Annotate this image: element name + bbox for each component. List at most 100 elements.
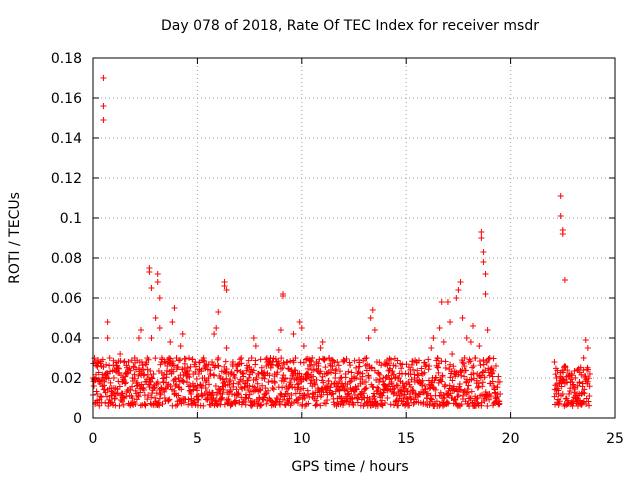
data-point xyxy=(181,365,188,371)
data-point xyxy=(237,356,244,363)
data-point xyxy=(157,361,164,368)
data-point xyxy=(495,379,502,385)
data-point xyxy=(463,335,470,341)
data-point xyxy=(401,391,408,398)
data-point xyxy=(280,293,287,299)
data-point xyxy=(317,402,324,409)
data-point xyxy=(155,399,162,406)
data-point xyxy=(112,391,119,397)
data-point xyxy=(287,358,294,365)
data-point xyxy=(381,382,388,389)
data-point xyxy=(370,384,377,391)
data-point xyxy=(310,373,317,380)
data-point xyxy=(184,373,191,380)
data-point xyxy=(478,372,485,379)
data-point xyxy=(111,395,118,402)
data-point xyxy=(125,359,132,365)
data-point xyxy=(214,402,221,409)
data-point xyxy=(569,372,576,379)
data-point xyxy=(110,375,117,381)
data-point xyxy=(215,309,222,315)
data-point xyxy=(319,339,326,345)
data-point xyxy=(444,299,451,305)
data-point xyxy=(418,370,425,377)
data-point xyxy=(186,355,193,361)
data-point xyxy=(157,391,164,398)
data-point xyxy=(155,380,162,387)
data-point xyxy=(193,375,200,382)
x-tick-label: 0 xyxy=(89,431,98,447)
data-point xyxy=(462,367,469,374)
data-point xyxy=(289,384,296,391)
data-point xyxy=(106,355,113,361)
data-point xyxy=(257,387,264,393)
data-point xyxy=(104,335,111,341)
data-point xyxy=(104,319,111,325)
data-point xyxy=(215,355,222,361)
data-point xyxy=(154,271,161,277)
data-point xyxy=(337,383,344,390)
data-point xyxy=(245,357,252,364)
data-point xyxy=(456,386,463,393)
data-point xyxy=(474,384,481,391)
data-point xyxy=(154,279,161,285)
data-point xyxy=(426,401,433,408)
data-point xyxy=(475,383,482,390)
data-point xyxy=(360,390,367,397)
data-point xyxy=(261,391,268,397)
data-point xyxy=(568,371,575,377)
data-point xyxy=(385,360,392,367)
data-point xyxy=(212,383,219,390)
data-point xyxy=(489,378,496,385)
data-point xyxy=(195,396,202,403)
data-point xyxy=(226,381,233,388)
data-point xyxy=(258,402,265,409)
data-point xyxy=(494,394,501,401)
data-point xyxy=(465,382,472,389)
data-point xyxy=(584,378,591,385)
data-point xyxy=(348,395,355,401)
data-point xyxy=(424,395,431,401)
data-point xyxy=(324,397,331,404)
data-point xyxy=(332,375,339,381)
data-point xyxy=(230,380,237,387)
data-point xyxy=(570,383,577,389)
data-point xyxy=(388,379,395,385)
data-point xyxy=(194,383,201,389)
data-point xyxy=(112,395,119,402)
data-point xyxy=(209,389,216,396)
data-point xyxy=(338,395,345,401)
data-point xyxy=(251,387,258,394)
data-point xyxy=(165,359,172,365)
data-point xyxy=(371,393,378,400)
data-point xyxy=(138,381,145,388)
data-point xyxy=(373,359,380,365)
data-point xyxy=(552,382,559,389)
data-point xyxy=(279,384,286,391)
data-point xyxy=(407,383,414,390)
data-point xyxy=(333,366,340,373)
data-point xyxy=(447,390,454,397)
data-point xyxy=(98,363,105,369)
data-point xyxy=(583,395,590,402)
data-point xyxy=(336,368,343,375)
data-point xyxy=(560,369,567,376)
data-point xyxy=(101,378,108,385)
data-point xyxy=(177,343,184,349)
data-point xyxy=(102,399,109,406)
data-point xyxy=(445,400,452,407)
data-point xyxy=(186,387,193,394)
data-point xyxy=(300,359,307,366)
data-point xyxy=(572,386,579,393)
data-point xyxy=(582,337,589,343)
data-point xyxy=(220,386,227,393)
data-point xyxy=(149,375,156,382)
data-point xyxy=(461,363,468,370)
data-point xyxy=(404,388,411,395)
data-point xyxy=(576,379,583,385)
data-point xyxy=(580,355,587,361)
data-point xyxy=(293,396,300,403)
data-point xyxy=(248,355,255,361)
data-point xyxy=(322,400,329,407)
data-point xyxy=(449,351,456,357)
